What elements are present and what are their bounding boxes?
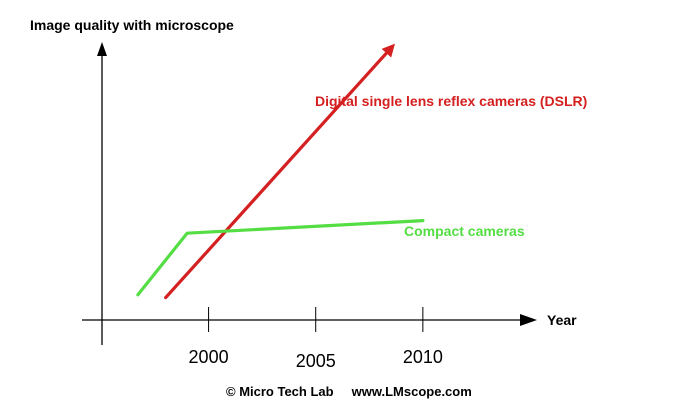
series-group: Digital single lens reflex cameras (DSLR…	[136, 43, 587, 300]
x-axis-arrow	[520, 314, 537, 326]
series-label-dslr: Digital single lens reflex cameras (DSLR…	[315, 93, 587, 109]
chart-title: Image quality with microscope	[30, 17, 234, 33]
x-axis-label: Year	[547, 312, 577, 328]
x-tick-label-2000: 2000	[189, 347, 229, 367]
series-line-compact	[136, 219, 425, 297]
x-ticks: 2000 2005 2010	[189, 307, 443, 371]
x-tick-label-2005: 2005	[296, 351, 336, 371]
axes	[82, 42, 537, 345]
series-label-compact: Compact cameras	[404, 223, 525, 239]
y-axis-arrow	[97, 42, 107, 56]
x-tick-label-2010: 2010	[403, 347, 443, 367]
series-line-dslr	[164, 43, 395, 300]
credit-text: © Micro Tech Lab www.LMscope.com	[226, 384, 472, 399]
